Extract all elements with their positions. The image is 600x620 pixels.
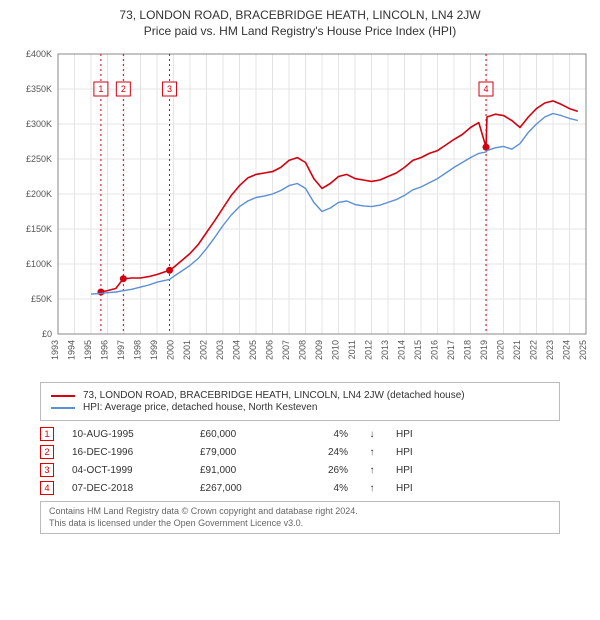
svg-text:3: 3 bbox=[167, 84, 172, 94]
svg-text:2021: 2021 bbox=[512, 340, 522, 360]
event-date: 07-DEC-2018 bbox=[72, 483, 182, 494]
svg-text:2002: 2002 bbox=[199, 340, 209, 360]
legend-swatch bbox=[51, 395, 75, 397]
svg-text:1999: 1999 bbox=[149, 340, 159, 360]
svg-text:2013: 2013 bbox=[380, 340, 390, 360]
footer-line-1: Contains HM Land Registry data © Crown c… bbox=[49, 506, 551, 518]
svg-text:2005: 2005 bbox=[248, 340, 258, 360]
svg-text:2009: 2009 bbox=[314, 340, 324, 360]
svg-text:2017: 2017 bbox=[446, 340, 456, 360]
attribution-footer: Contains HM Land Registry data © Crown c… bbox=[40, 501, 560, 534]
legend-item: 73, LONDON ROAD, BRACEBRIDGE HEATH, LINC… bbox=[51, 390, 549, 401]
event-row: 1 10-AUG-1995 £60,000 4% ↓ HPI bbox=[40, 427, 560, 441]
legend-box: 73, LONDON ROAD, BRACEBRIDGE HEATH, LINC… bbox=[40, 382, 560, 421]
event-pct: 4% bbox=[298, 429, 348, 440]
legend-item: HPI: Average price, detached house, Nort… bbox=[51, 402, 549, 413]
svg-text:£0: £0 bbox=[42, 329, 52, 339]
svg-text:1996: 1996 bbox=[100, 340, 110, 360]
svg-text:£150K: £150K bbox=[26, 224, 52, 234]
event-date: 10-AUG-1995 bbox=[72, 429, 182, 440]
svg-text:2001: 2001 bbox=[182, 340, 192, 360]
svg-text:2014: 2014 bbox=[397, 340, 407, 360]
event-vs-label: HPI bbox=[396, 429, 413, 440]
event-row: 3 04-OCT-1999 £91,000 26% ↑ HPI bbox=[40, 463, 560, 477]
event-pct: 24% bbox=[298, 447, 348, 458]
svg-text:2007: 2007 bbox=[281, 340, 291, 360]
svg-text:1998: 1998 bbox=[133, 340, 143, 360]
chart-area: £0 £50K £100K £150K £200K £250K £300K £350K £400… bbox=[10, 44, 590, 374]
svg-text:2011: 2011 bbox=[347, 340, 357, 359]
event-marker: 4 bbox=[40, 481, 54, 495]
svg-text:2004: 2004 bbox=[232, 340, 242, 360]
svg-text:2015: 2015 bbox=[413, 340, 423, 360]
figure-container: 73, LONDON ROAD, BRACEBRIDGE HEATH, LINC… bbox=[0, 0, 600, 540]
svg-text:£250K: £250K bbox=[26, 154, 52, 164]
svg-text:2008: 2008 bbox=[298, 340, 308, 360]
legend-label: 73, LONDON ROAD, BRACEBRIDGE HEATH, LINC… bbox=[83, 390, 465, 401]
event-date: 04-OCT-1999 bbox=[72, 465, 182, 476]
event-marker: 1 bbox=[40, 427, 54, 441]
events-table: 1 10-AUG-1995 £60,000 4% ↓ HPI 2 16-DEC-1996 £79… bbox=[40, 427, 560, 495]
event-date: 16-DEC-1996 bbox=[72, 447, 182, 458]
chart-title: 73, LONDON ROAD, BRACEBRIDGE HEATH, LINC… bbox=[10, 8, 590, 22]
legend-swatch bbox=[51, 407, 75, 409]
svg-text:£200K: £200K bbox=[26, 189, 52, 199]
event-price: £60,000 bbox=[200, 429, 280, 440]
svg-text:£350K: £350K bbox=[26, 84, 52, 94]
event-vs-label: HPI bbox=[396, 465, 413, 476]
event-row: 2 16-DEC-1996 £79,000 24% ↑ HPI bbox=[40, 445, 560, 459]
svg-text:1995: 1995 bbox=[83, 340, 93, 360]
svg-text:1993: 1993 bbox=[50, 340, 60, 360]
svg-text:1: 1 bbox=[98, 84, 103, 94]
svg-text:2006: 2006 bbox=[265, 340, 275, 360]
svg-text:4: 4 bbox=[484, 84, 489, 94]
line-chart-svg: £0 £50K £100K £150K £200K £250K £300K £350K £400… bbox=[10, 44, 590, 374]
event-marker: 2 bbox=[40, 445, 54, 459]
svg-text:2016: 2016 bbox=[430, 340, 440, 360]
svg-text:£50K: £50K bbox=[31, 294, 52, 304]
svg-text:2025: 2025 bbox=[578, 340, 588, 360]
event-price: £267,000 bbox=[200, 483, 280, 494]
event-vs-label: HPI bbox=[396, 483, 413, 494]
svg-text:2003: 2003 bbox=[215, 340, 225, 360]
svg-text:2: 2 bbox=[121, 84, 126, 94]
event-price: £91,000 bbox=[200, 465, 280, 476]
event-marker: 3 bbox=[40, 463, 54, 477]
svg-text:1994: 1994 bbox=[67, 340, 77, 360]
svg-text:2020: 2020 bbox=[496, 340, 506, 360]
svg-text:2012: 2012 bbox=[364, 340, 374, 360]
event-pct: 26% bbox=[298, 465, 348, 476]
event-arrow-icon: ↑ bbox=[366, 483, 378, 494]
legend-label: HPI: Average price, detached house, Nort… bbox=[83, 402, 317, 413]
chart-subtitle: Price paid vs. HM Land Registry's House … bbox=[10, 24, 590, 38]
svg-text:2018: 2018 bbox=[463, 340, 473, 360]
event-row: 4 07-DEC-2018 £267,000 4% ↑ HPI bbox=[40, 481, 560, 495]
svg-text:2022: 2022 bbox=[529, 340, 539, 360]
svg-text:2023: 2023 bbox=[545, 340, 555, 360]
svg-text:£300K: £300K bbox=[26, 119, 52, 129]
event-arrow-icon: ↑ bbox=[366, 447, 378, 458]
event-vs-label: HPI bbox=[396, 447, 413, 458]
svg-text:£400K: £400K bbox=[26, 49, 52, 59]
title-block: 73, LONDON ROAD, BRACEBRIDGE HEATH, LINC… bbox=[10, 8, 590, 38]
svg-text:1997: 1997 bbox=[116, 340, 126, 360]
event-arrow-icon: ↑ bbox=[366, 465, 378, 476]
svg-text:2000: 2000 bbox=[166, 340, 176, 360]
event-pct: 4% bbox=[298, 483, 348, 494]
footer-line-2: This data is licensed under the Open Gov… bbox=[49, 518, 551, 530]
svg-text:2010: 2010 bbox=[331, 340, 341, 360]
event-price: £79,000 bbox=[200, 447, 280, 458]
event-arrow-icon: ↓ bbox=[366, 429, 378, 440]
svg-text:2024: 2024 bbox=[562, 340, 572, 360]
svg-text:£100K: £100K bbox=[26, 259, 52, 269]
svg-text:2019: 2019 bbox=[479, 340, 489, 360]
